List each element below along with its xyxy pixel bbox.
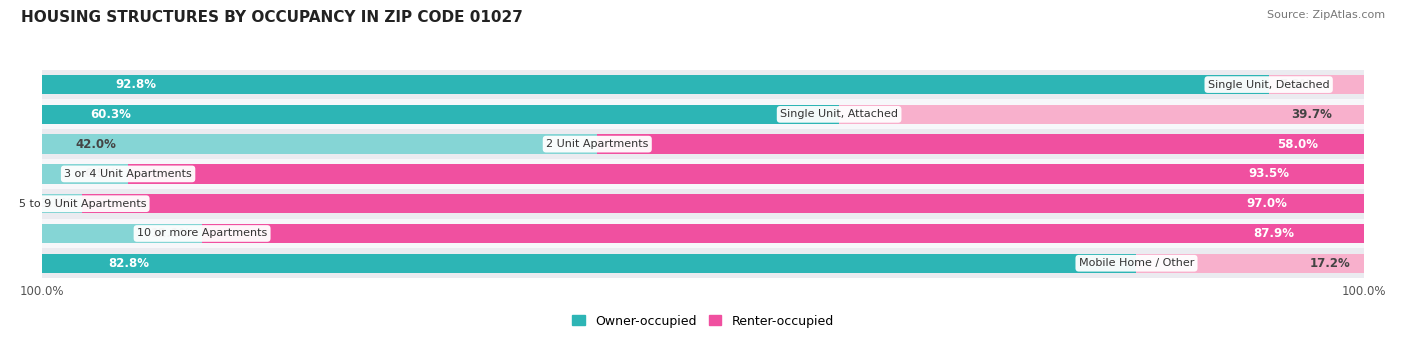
Text: HOUSING STRUCTURES BY OCCUPANCY IN ZIP CODE 01027: HOUSING STRUCTURES BY OCCUPANCY IN ZIP C… [21, 10, 523, 25]
Text: 2 Unit Apartments: 2 Unit Apartments [546, 139, 648, 149]
Bar [82, 194, 1364, 213]
Bar [42, 129, 1364, 159]
Text: 87.9%: 87.9% [1253, 227, 1294, 240]
Bar [42, 70, 1364, 100]
Bar [128, 164, 1364, 183]
Text: Single Unit, Detached: Single Unit, Detached [1208, 79, 1330, 90]
Text: 12.1%: 12.1% [150, 227, 191, 240]
Text: 82.8%: 82.8% [108, 257, 149, 270]
Bar [42, 248, 1364, 278]
Text: 39.7%: 39.7% [1292, 108, 1333, 121]
Bar [598, 134, 1364, 154]
Bar [42, 100, 1364, 129]
Bar [42, 224, 202, 243]
Bar [42, 134, 598, 154]
Text: 10 or more Apartments: 10 or more Apartments [136, 228, 267, 238]
Text: 3.1%: 3.1% [39, 197, 73, 210]
Bar [42, 254, 1136, 273]
Bar [42, 219, 1364, 248]
Bar [42, 189, 1364, 219]
Text: 93.5%: 93.5% [1249, 167, 1289, 180]
Text: 58.0%: 58.0% [1277, 138, 1317, 151]
Text: Source: ZipAtlas.com: Source: ZipAtlas.com [1267, 10, 1385, 20]
Text: Single Unit, Attached: Single Unit, Attached [780, 109, 898, 119]
Bar [839, 105, 1364, 124]
Bar [42, 75, 1268, 94]
Bar [42, 164, 128, 183]
Text: 17.2%: 17.2% [1309, 257, 1350, 270]
Text: 92.8%: 92.8% [115, 78, 156, 91]
Text: 42.0%: 42.0% [76, 138, 117, 151]
Bar [1136, 254, 1364, 273]
Bar [42, 194, 83, 213]
Text: Mobile Home / Other: Mobile Home / Other [1078, 258, 1194, 268]
Text: 6.5%: 6.5% [84, 167, 118, 180]
Text: 3 or 4 Unit Apartments: 3 or 4 Unit Apartments [65, 169, 193, 179]
Bar [202, 224, 1364, 243]
Bar [1268, 75, 1364, 94]
Bar [42, 159, 1364, 189]
Text: 7.2%: 7.2% [1279, 78, 1312, 91]
Legend: Owner-occupied, Renter-occupied: Owner-occupied, Renter-occupied [568, 310, 838, 332]
Bar [42, 105, 839, 124]
Text: 5 to 9 Unit Apartments: 5 to 9 Unit Apartments [18, 199, 146, 209]
Text: 60.3%: 60.3% [90, 108, 131, 121]
Text: 97.0%: 97.0% [1246, 197, 1286, 210]
